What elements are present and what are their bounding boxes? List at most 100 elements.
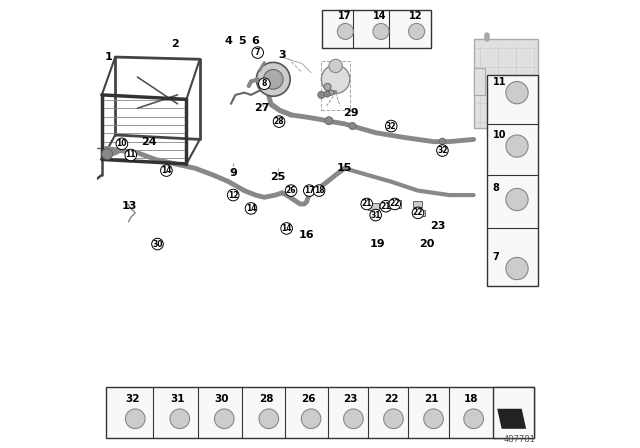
- Circle shape: [264, 69, 283, 89]
- Polygon shape: [497, 409, 526, 429]
- FancyBboxPatch shape: [474, 68, 484, 95]
- Circle shape: [439, 138, 445, 144]
- Text: 12: 12: [409, 11, 422, 21]
- Text: 15: 15: [337, 164, 352, 173]
- Circle shape: [257, 62, 290, 96]
- Text: 22: 22: [390, 199, 400, 208]
- Circle shape: [506, 258, 528, 280]
- Text: 31: 31: [170, 394, 184, 404]
- Text: 7: 7: [255, 48, 260, 57]
- Text: 21: 21: [424, 394, 438, 404]
- Text: 6: 6: [252, 36, 259, 47]
- Circle shape: [325, 116, 333, 125]
- Text: 3: 3: [278, 50, 286, 60]
- Circle shape: [259, 409, 278, 429]
- Circle shape: [506, 188, 528, 211]
- Text: 23: 23: [430, 221, 445, 231]
- Text: 12: 12: [228, 190, 239, 199]
- Circle shape: [116, 138, 127, 150]
- Circle shape: [245, 202, 257, 214]
- Text: 14: 14: [282, 224, 292, 233]
- Circle shape: [321, 65, 350, 94]
- Circle shape: [152, 238, 163, 250]
- Circle shape: [170, 409, 189, 429]
- Text: 11: 11: [125, 151, 136, 159]
- Circle shape: [380, 200, 392, 212]
- Text: 18: 18: [314, 186, 324, 195]
- Text: 14: 14: [161, 166, 172, 175]
- Text: 11: 11: [493, 77, 506, 86]
- Text: 28: 28: [259, 394, 273, 404]
- Text: 5: 5: [238, 36, 246, 47]
- Circle shape: [324, 91, 330, 97]
- Text: 10: 10: [493, 130, 506, 140]
- Text: 27: 27: [254, 103, 270, 113]
- FancyBboxPatch shape: [390, 200, 401, 207]
- Circle shape: [214, 409, 234, 429]
- Circle shape: [464, 409, 483, 429]
- Text: 30: 30: [214, 394, 229, 404]
- Text: 25: 25: [270, 172, 285, 182]
- Circle shape: [252, 47, 264, 58]
- Text: 13: 13: [122, 201, 137, 211]
- Circle shape: [324, 83, 331, 90]
- Text: 32: 32: [125, 394, 140, 404]
- Circle shape: [303, 185, 315, 196]
- Circle shape: [337, 23, 353, 39]
- Text: 22: 22: [383, 394, 398, 404]
- Text: 22: 22: [413, 208, 423, 217]
- Text: 8: 8: [262, 79, 267, 88]
- Circle shape: [102, 149, 113, 159]
- FancyBboxPatch shape: [487, 75, 538, 286]
- Circle shape: [318, 91, 325, 99]
- Circle shape: [349, 122, 356, 129]
- Text: 14: 14: [246, 204, 256, 213]
- FancyBboxPatch shape: [493, 387, 534, 438]
- FancyBboxPatch shape: [106, 387, 534, 438]
- Circle shape: [125, 409, 145, 429]
- FancyBboxPatch shape: [416, 210, 424, 215]
- Text: 9: 9: [229, 168, 237, 178]
- Text: 21: 21: [381, 202, 391, 211]
- Text: 14: 14: [373, 11, 387, 21]
- Text: 26: 26: [301, 394, 316, 404]
- Circle shape: [361, 198, 372, 210]
- Circle shape: [301, 409, 321, 429]
- Circle shape: [385, 120, 397, 132]
- Circle shape: [436, 145, 448, 156]
- Circle shape: [424, 409, 444, 429]
- Text: 2: 2: [172, 39, 179, 49]
- Text: 18: 18: [464, 394, 478, 404]
- Circle shape: [383, 409, 403, 429]
- FancyBboxPatch shape: [413, 201, 422, 207]
- Text: 31: 31: [371, 211, 381, 220]
- Circle shape: [389, 198, 401, 210]
- Text: 26: 26: [286, 186, 296, 195]
- FancyBboxPatch shape: [322, 10, 431, 48]
- Text: 30: 30: [152, 240, 163, 249]
- FancyBboxPatch shape: [368, 202, 379, 210]
- Circle shape: [281, 223, 292, 234]
- Text: 17: 17: [304, 186, 315, 195]
- Text: 21: 21: [362, 199, 372, 208]
- Text: 29: 29: [343, 108, 359, 118]
- Text: 23: 23: [344, 394, 358, 404]
- Circle shape: [227, 189, 239, 201]
- Circle shape: [125, 149, 136, 161]
- Text: 7: 7: [493, 252, 499, 263]
- Text: 28: 28: [274, 117, 284, 126]
- Text: 20: 20: [419, 239, 435, 249]
- Text: 32: 32: [386, 121, 397, 130]
- FancyBboxPatch shape: [474, 39, 538, 128]
- Text: 8: 8: [493, 183, 500, 194]
- Text: 17: 17: [338, 11, 351, 21]
- Text: 1: 1: [105, 52, 113, 62]
- Text: 19: 19: [370, 239, 386, 249]
- Circle shape: [259, 78, 270, 90]
- Circle shape: [329, 59, 342, 73]
- Circle shape: [506, 82, 528, 104]
- Text: 4: 4: [225, 36, 233, 47]
- Circle shape: [373, 23, 389, 39]
- Circle shape: [370, 209, 381, 221]
- Text: 16: 16: [299, 230, 314, 240]
